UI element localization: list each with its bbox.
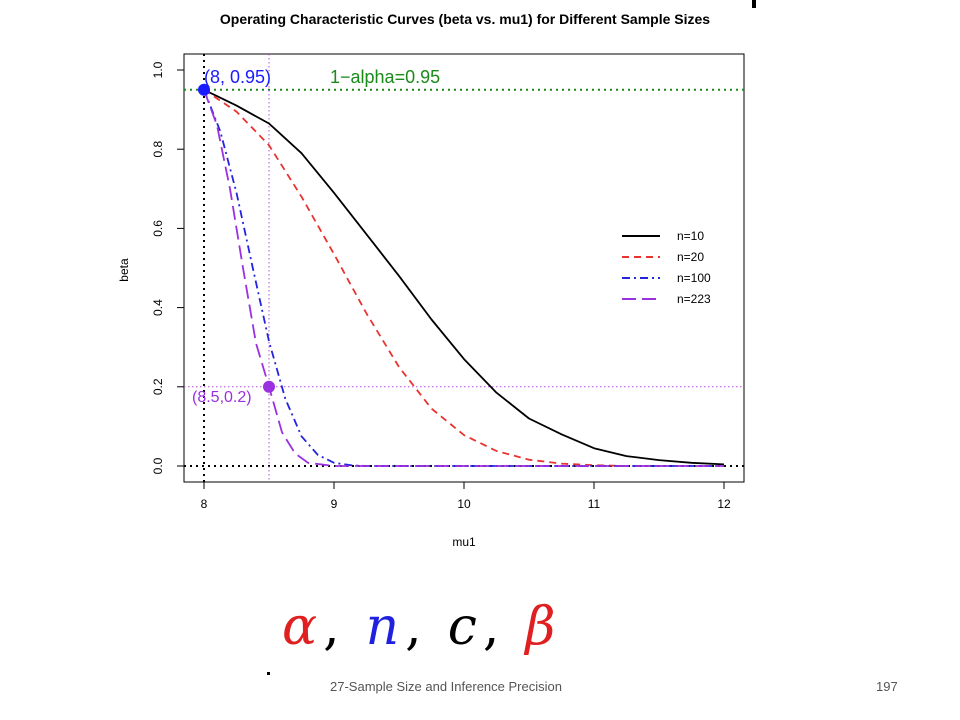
beta-symbol: β (525, 597, 556, 657)
point-label-1: (8.5,0.2) (192, 389, 252, 406)
comma-separator: , (323, 597, 340, 657)
legend-label-n=20: n=20 (677, 250, 704, 264)
x-tick-label-8: 8 (201, 497, 208, 511)
highlight-point-0 (198, 83, 210, 96)
comma-separator: , (482, 597, 500, 657)
plot-frame (183, 53, 745, 483)
y-tick-label-0.2: 0.2 (151, 378, 165, 395)
legend-label-n=223: n=223 (677, 292, 711, 306)
series-line-n=20 (203, 89, 659, 467)
legend-label-n=100: n=100 (677, 271, 711, 285)
y-axis-label: beta (117, 258, 131, 282)
x-tick-label-9: 9 (331, 497, 338, 511)
y-tick-label-0.0: 0.0 (151, 457, 165, 474)
y-tick-label-0.6: 0.6 (151, 220, 165, 237)
x-tick-label-11: 11 (588, 497, 601, 511)
x-tick-label-10: 10 (457, 497, 471, 511)
footer-title: 27-Sample Size and Inference Precision (330, 679, 562, 694)
comma-separator: , (405, 597, 422, 657)
legend: n=10 n=20 n=100 n=223 (622, 229, 711, 306)
y-tick-label-1.0: 1.0 (151, 61, 165, 78)
series-line-n=10 (203, 88, 725, 466)
axes: 8 9 10 11 12 0.0 0.2 0.4 0.6 0.8 1.0 (151, 61, 731, 511)
highlight-point-1 (263, 380, 275, 393)
reference-line-label: 1−alpha=0.95 (330, 67, 440, 87)
y-tick-label-0.4: 0.4 (151, 299, 165, 316)
reference-lines: 1−alpha=0.95 (184, 54, 744, 482)
alpha-symbol: α (282, 597, 318, 657)
oc-chart: Operating Characteristic Curves (beta vs… (117, 11, 745, 549)
page-number: 197 (876, 679, 898, 694)
legend-label-n=10: n=10 (677, 229, 704, 243)
symbol-row: α,n,c,β (282, 592, 702, 662)
stray-dot (267, 672, 270, 675)
y-tick-label-0.8: 0.8 (151, 141, 165, 158)
c-symbol: c (447, 597, 477, 657)
corner-mark (752, 0, 756, 8)
x-axis-label: mu1 (452, 535, 476, 549)
n-symbol: n (365, 597, 400, 657)
x-tick-label-12: 12 (717, 497, 731, 511)
chart-title: Operating Characteristic Curves (beta vs… (220, 11, 710, 27)
point-label-0: (8, 0.95) (204, 67, 271, 87)
annotation-points: (8, 0.95) (8.5,0.2) (192, 67, 275, 406)
